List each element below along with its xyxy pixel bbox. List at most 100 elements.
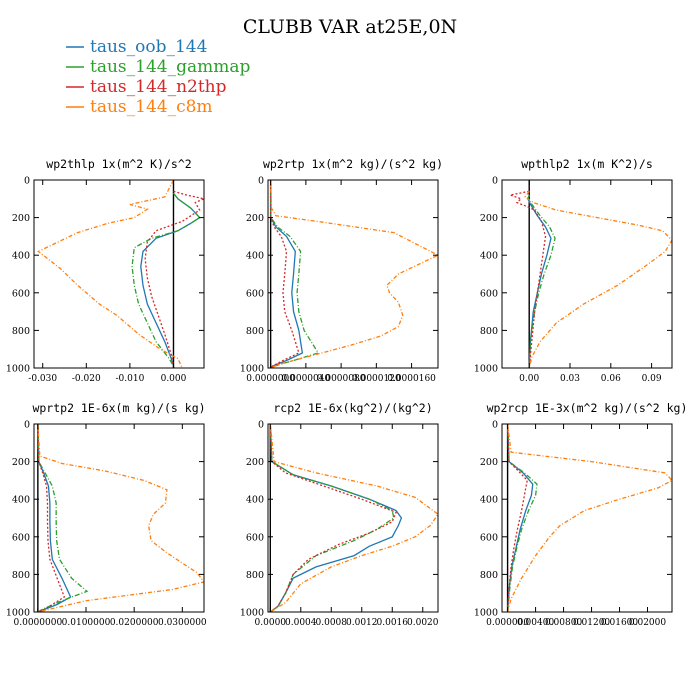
panel-1: wp2thlp 1x(m^2 K)/s^202004006008001000-0… xyxy=(6,157,205,384)
y-tick-label: 400 xyxy=(246,495,264,506)
series-line-taus_144_c8m xyxy=(506,424,672,612)
series-line-taus_oob_144 xyxy=(527,194,552,368)
y-tick-label: 600 xyxy=(12,532,30,543)
x-tick-label: 0.0008 xyxy=(316,618,348,628)
series-line-taus_144_n2thp xyxy=(269,180,300,368)
panel-6: wp2rcp 1E-3x(m^2 kg)/(s^2 kg) 0 200 400 600 8… xyxy=(474,401,688,628)
x-tick-label: 0.0020 xyxy=(407,618,439,628)
y-tick-label: 200 xyxy=(246,457,264,468)
y-tick-label: 0 xyxy=(492,420,498,431)
y-tick-label: 0 xyxy=(24,176,30,187)
x-tick-label: 0.03 xyxy=(560,374,580,384)
series-line-taus_144_gammap xyxy=(37,424,89,612)
series-line-taus_144_n2thp xyxy=(37,424,66,612)
series-line-taus_144_n2thp xyxy=(144,190,204,368)
series-line-taus_144_c8m xyxy=(524,190,672,368)
figure-title: CLUBB VAR at25E,0N xyxy=(243,16,457,38)
series-line-taus_144_c8m xyxy=(37,424,204,612)
x-tick-label: 0.000 xyxy=(161,374,187,384)
panel-title: wpthlp2 1x(m K^2)/s xyxy=(521,157,653,171)
series-line-taus_144_c8m xyxy=(269,180,438,368)
x-tick-label: 0.0000040 xyxy=(282,374,331,384)
x-tick-label: 0.0000 xyxy=(255,618,287,628)
series-line-taus_oob_144 xyxy=(140,192,201,368)
y-tick-label: 400 xyxy=(246,251,264,262)
y-tick-label: 800 xyxy=(12,570,30,581)
y-tick-label: 0 xyxy=(492,176,498,187)
x-tick-label: 0.0100000 xyxy=(62,618,111,628)
y-tick-label: 200 xyxy=(12,457,30,468)
x-tick-label: 0.0000000 xyxy=(14,618,63,628)
series-line-taus_144_c8m xyxy=(269,424,438,612)
panel-2: wp2rtp 1x(m^2 kg)/(s^2 kg) 0 200 400 600 800 1… xyxy=(240,157,443,384)
y-tick-label: 600 xyxy=(480,532,498,543)
y-tick-label: 800 xyxy=(480,326,498,337)
legend-label: taus_144_gammap xyxy=(90,57,250,77)
x-tick-label: 0.0000080 xyxy=(317,374,366,384)
panels: wp2thlp 1x(m^2 K)/s^2 0 200 400 600 800 1000 -0… xyxy=(6,157,688,628)
x-tick-label: 0.0200000 xyxy=(110,618,159,628)
series-line-taus_144_n2thp xyxy=(506,424,528,612)
x-tick-label: 0.0016 xyxy=(377,618,409,628)
y-tick-label: 400 xyxy=(12,251,30,262)
panel-title: rcp2 1E-6x(kg^2)/(kg^2) xyxy=(273,401,432,415)
y-tick-label: 1000 xyxy=(474,608,498,619)
y-tick-label: 600 xyxy=(246,532,264,543)
x-tick-label: 0.00400 xyxy=(517,618,554,628)
y-tick-label: 1000 xyxy=(6,608,30,619)
y-tick-label: 200 xyxy=(480,213,498,224)
legend: taus_oob_144taus_144_gammaptaus_144_n2th… xyxy=(66,37,250,117)
x-tick-label: 0.0004 xyxy=(285,618,317,628)
x-tick-label: 0.00 xyxy=(519,374,539,384)
y-tick-label: 0 xyxy=(258,420,264,431)
x-tick-label: 0.01600 xyxy=(601,618,638,628)
y-tick-label: 400 xyxy=(480,251,498,262)
y-tick-label: 600 xyxy=(246,288,264,299)
y-tick-label: 800 xyxy=(246,326,264,337)
plot-frame xyxy=(501,179,673,369)
series-line-taus_144_gammap xyxy=(131,192,201,368)
panel-title: wp2rcp 1E-3x(m^2 kg)/(s^2 kg) xyxy=(487,401,688,415)
y-tick-label: 600 xyxy=(12,288,30,299)
x-tick-label: 0.0012 xyxy=(346,618,378,628)
plot-frame xyxy=(33,423,205,613)
x-tick-label: 0.000000 xyxy=(486,618,529,628)
y-tick-label: 800 xyxy=(12,326,30,337)
plot-frame xyxy=(267,179,439,369)
panel-title: wp2thlp 1x(m^2 K)/s^2 xyxy=(46,157,191,171)
panel-5: rcp2 1E-6x(kg^2)/(kg^2) 0 200 400 600 800 1000… xyxy=(240,401,439,628)
y-tick-label: 200 xyxy=(480,457,498,468)
legend-label: taus_oob_144 xyxy=(90,37,207,57)
y-tick-label: 600 xyxy=(480,288,498,299)
y-tick-label: 1000 xyxy=(6,364,30,375)
y-tick-label: 400 xyxy=(480,495,498,506)
series-line-taus_144_n2thp xyxy=(507,190,547,368)
series-line-taus_144_gammap xyxy=(506,424,538,612)
series-line-taus_144_c8m xyxy=(37,180,183,368)
x-tick-label: 0.06 xyxy=(601,374,621,384)
y-tick-label: 800 xyxy=(480,570,498,581)
panel-3: wpthlp2 1x(m K^2)/s 0 200 400 600 800 1000 0.00… xyxy=(474,157,673,384)
x-tick-label: 0.0000160 xyxy=(387,374,436,384)
x-tick-label: 0.02000 xyxy=(629,618,666,628)
x-tick-label: -0.010 xyxy=(115,374,144,384)
series-line-taus_oob_144 xyxy=(269,180,304,368)
x-tick-label: 0.0000000 xyxy=(246,374,295,384)
y-tick-label: 200 xyxy=(246,213,264,224)
x-tick-label: 0.0300000 xyxy=(158,618,207,628)
x-tick-label: -0.020 xyxy=(72,374,101,384)
x-tick-label: 0.09 xyxy=(642,374,662,384)
series-line-taus_144_gammap xyxy=(269,180,320,368)
plot-frame xyxy=(501,423,673,613)
series-line-taus_144_gammap xyxy=(269,424,395,612)
plot-frame xyxy=(267,423,439,613)
series-line-taus_oob_144 xyxy=(506,424,534,612)
panel-title: wprtp2 1E-6x(m kg)/(s kg) xyxy=(32,401,205,415)
legend-label: taus_144_n2thp xyxy=(90,77,227,97)
y-tick-label: 0 xyxy=(24,420,30,431)
y-tick-label: 1000 xyxy=(474,364,498,375)
y-tick-label: 800 xyxy=(246,570,264,581)
plot-frame xyxy=(33,179,205,369)
y-tick-label: 400 xyxy=(12,495,30,506)
